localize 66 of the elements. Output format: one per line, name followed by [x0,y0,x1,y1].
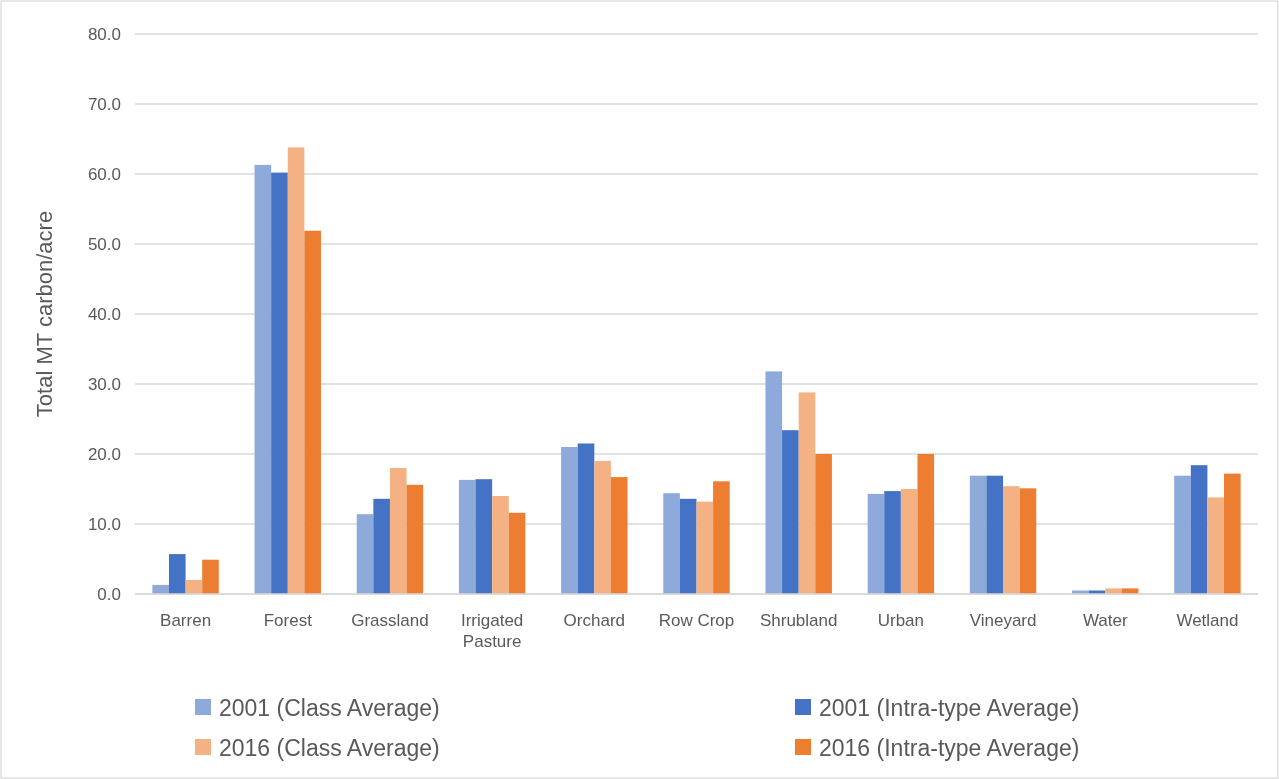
bar [152,584,169,594]
bar [1190,465,1208,594]
y-tick-label: 0.0 [97,584,121,604]
bar [1224,473,1241,594]
bar [884,491,901,594]
x-tick-label: Water [1082,611,1128,631]
bar [1207,497,1225,594]
bar [969,475,987,594]
bar [867,493,885,594]
bar [782,430,799,594]
x-tick-label: Forest [263,611,313,631]
y-tick-label: 80.0 [87,24,121,44]
bar [986,475,1004,594]
bar [696,501,714,594]
bar [663,493,680,594]
bar [900,489,918,594]
bar [373,498,390,594]
bar [508,512,526,594]
bar [254,164,272,594]
y-axis-title: Total MT carbon/acre [32,210,57,418]
bar [304,230,321,594]
bar [561,447,578,594]
x-tick-label: Irrigated Pasture [460,611,524,652]
bar [406,484,424,594]
x-tick-label: Orchard [563,611,626,631]
x-tick-label: Row Crop [658,611,735,631]
legend-label: 2016 (Intra-type Average) [819,735,1080,762]
legend-label: 2001 (Intra-type Average) [819,695,1080,722]
bar [610,477,628,594]
bar [271,172,288,594]
x-tick-label: Grassland [351,611,429,631]
bar [679,498,697,594]
y-tick-label: 50.0 [87,234,121,254]
bar [492,496,509,594]
bar [389,468,407,594]
bar [287,147,305,594]
bar [798,392,816,594]
y-tick-label: 60.0 [87,164,121,184]
bar [168,554,186,594]
y-tick-label: 10.0 [87,514,121,534]
legend-label: 2016 (Class Average) [219,735,440,762]
bar [1105,588,1122,594]
x-tick-label: Wetland [1176,611,1239,631]
bar [815,454,832,594]
bar [202,559,219,594]
legend-label: 2001 (Class Average) [219,695,440,722]
bar [185,580,203,594]
bar [356,514,374,594]
y-tick-label: 30.0 [87,374,121,394]
bar [1003,486,1020,594]
bar [458,479,476,594]
y-tick-label: 20.0 [87,444,121,464]
x-tick-label: Shrubland [759,611,838,631]
bar [1019,488,1037,594]
y-tick-label: 40.0 [87,304,121,324]
bar [475,479,493,594]
x-tick-label: Urban [877,611,925,631]
bar [765,371,783,594]
bar [917,454,935,594]
x-tick-label: Vineyard [969,611,1037,631]
x-tick-label: Barren [160,611,212,631]
bar [1174,475,1191,594]
bar [594,461,611,594]
y-tick-label: 70.0 [87,94,121,114]
bar [577,443,595,594]
bar [713,481,730,594]
